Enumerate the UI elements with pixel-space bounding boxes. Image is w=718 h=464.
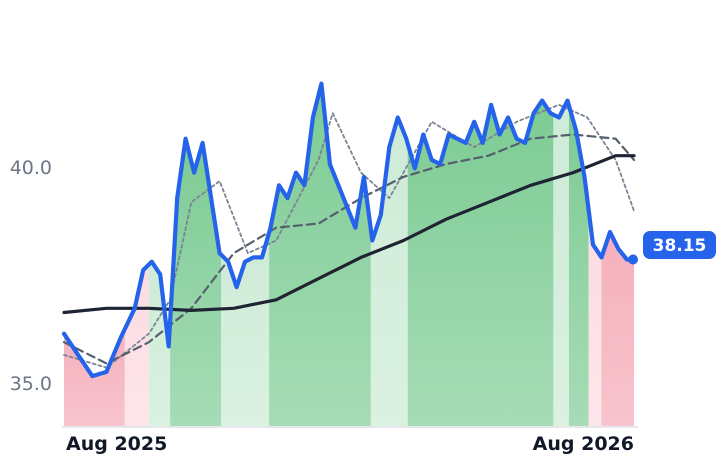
regime-bands [64,83,634,427]
regime-band-2 [148,261,171,427]
y-tick-label-40: 40.0 [10,157,52,179]
last-value-marker [628,254,638,265]
regime-band-7 [407,100,554,427]
regime-band-5 [269,83,371,427]
price-line [61,81,637,379]
regime-band-0 [64,329,125,427]
y-tick-label-35: 35.0 [10,373,52,395]
regime-band-11 [601,232,634,427]
regime-band-8 [553,100,569,427]
last-value-label: 38.15 [653,236,707,256]
series-lines [61,81,637,379]
regime-band-3 [170,138,221,427]
regime-band-6 [370,117,408,427]
regime-band-1 [124,264,149,427]
mid-ma-line [62,133,636,365]
regime-band-10 [588,210,602,427]
last-value-badge [643,231,716,259]
x-tick-label-aug-2025: Aug 2025 [66,433,167,455]
x-tick-label-aug-2026: Aug 2026 [533,433,634,455]
